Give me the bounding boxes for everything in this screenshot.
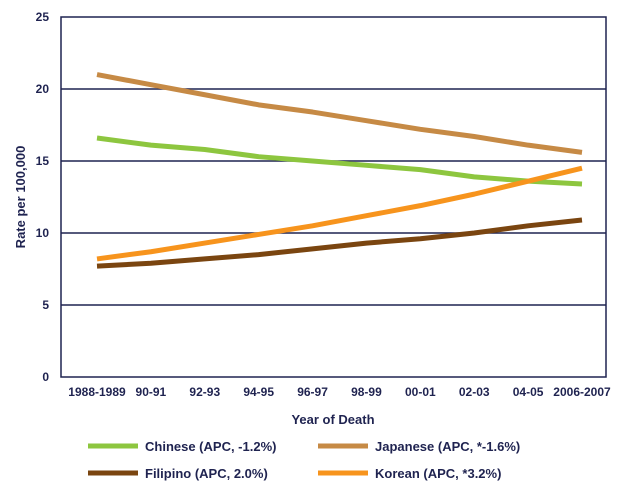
x-tick-label: 94-95: [243, 385, 274, 399]
legend-label: Chinese (APC, -1.2%): [145, 439, 276, 454]
y-axis-ticks: 0 5 10 15 20 25: [36, 10, 50, 384]
series-line-0: [96, 135, 583, 187]
x-axis-ticks: 1988-1989 90-91 92-93 94-95 96-97 98-99 00-01 0…: [68, 385, 611, 399]
legend-label: Japanese (APC, *-1.6%): [375, 439, 520, 454]
x-axis-title: Year of Death: [291, 412, 374, 427]
y-tick-label: 20: [36, 82, 50, 96]
y-tick-label: 25: [36, 10, 50, 24]
x-tick-label: 90-91: [136, 385, 167, 399]
series-line-2: [96, 217, 583, 269]
y-tick-label: 10: [36, 226, 50, 240]
series-lines: [96, 72, 583, 269]
x-tick-label: 2006-2007: [553, 385, 611, 399]
y-tick-label: 5: [42, 298, 49, 312]
x-tick-label: 1988-1989: [68, 385, 126, 399]
x-tick-label: 96-97: [297, 385, 328, 399]
legend: Chinese (APC, -1.2%) Japanese (APC, *-1.6…: [88, 439, 520, 481]
x-tick-label: 04-05: [513, 385, 544, 399]
gridlines: [61, 88, 606, 306]
x-tick-label: 92-93: [189, 385, 220, 399]
legend-label: Filipino (APC, 2.0%): [145, 466, 268, 481]
x-tick-label: 00-01: [405, 385, 436, 399]
series-line-3: [96, 165, 583, 262]
x-tick-label: 98-99: [351, 385, 382, 399]
legend-label: Korean (APC, *3.2%): [375, 466, 501, 481]
series-line-1: [96, 72, 583, 155]
plot-frame: [60, 16, 607, 378]
x-tick-label: 02-03: [459, 385, 490, 399]
y-axis-title: Rate per 100,000: [13, 146, 28, 249]
y-tick-label: 0: [42, 370, 49, 384]
y-tick-label: 15: [36, 154, 50, 168]
